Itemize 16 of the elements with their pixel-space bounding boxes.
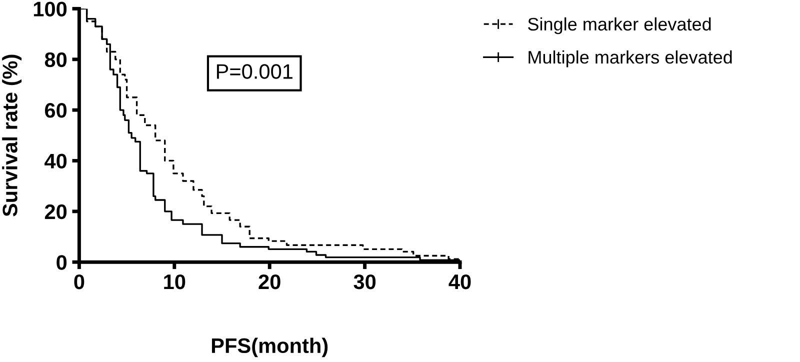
x-tick-label: 30 xyxy=(354,274,376,290)
x-axis-title: PFS(month) xyxy=(212,338,328,358)
annotation: P=0.001 xyxy=(216,64,292,79)
legend-label: Single marker elevated xyxy=(528,17,711,34)
y-tick-label: 100 xyxy=(34,2,67,16)
y-tick-label: 60 xyxy=(44,103,67,118)
x-tick-label: 0 xyxy=(74,274,84,290)
y-tick-label: 40 xyxy=(44,154,67,168)
legend-label: Multiple markers elevated xyxy=(528,50,732,68)
y-tick-label: 80 xyxy=(44,52,67,68)
x-tick-label: 40 xyxy=(448,274,471,290)
y-tick-label: 20 xyxy=(44,204,67,220)
x-tick-label: 20 xyxy=(258,274,280,290)
y-tick-label: 0 xyxy=(56,255,67,270)
y-axis-title: Survival rate (%) xyxy=(2,54,22,216)
x-tick-label: 10 xyxy=(164,274,186,290)
